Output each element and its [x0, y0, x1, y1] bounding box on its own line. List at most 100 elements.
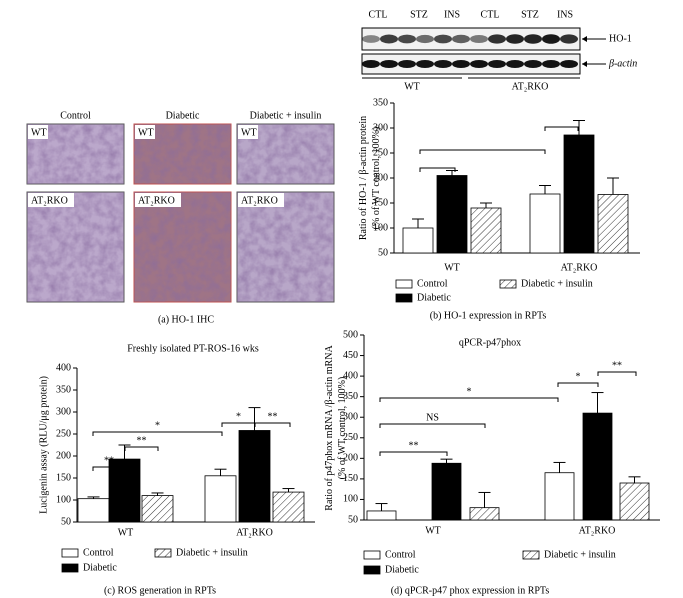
blot-band — [506, 34, 524, 44]
significance-bracket — [597, 371, 637, 376]
legend-swatch — [61, 563, 79, 573]
blot-band — [470, 35, 488, 43]
significance-label: NS — [426, 412, 439, 423]
blot-band — [398, 34, 416, 44]
bar — [544, 472, 575, 521]
y-axis-label: (% of WT control, 100%) — [371, 127, 382, 230]
y-tick-label: 250 — [56, 428, 71, 439]
significance-bracket — [254, 422, 291, 427]
y-axis-label: Lucigenin assay (RLU/μg protein) — [38, 376, 49, 514]
blot-band — [488, 34, 506, 44]
legend-swatch — [499, 279, 517, 289]
significance-label: ** — [268, 411, 278, 422]
row-label: WT — [31, 127, 47, 138]
x-tick-label: WT — [444, 262, 460, 273]
row-label-box — [135, 193, 181, 207]
ihc-texture — [237, 192, 334, 302]
bar — [436, 175, 468, 254]
row-label: AT₂RKO — [241, 195, 278, 206]
y-axis-label: Ratio of HO-1 / β-actin protein — [358, 116, 369, 240]
row-label-box — [238, 193, 284, 207]
y-tick-label: 300 — [343, 412, 358, 423]
chart-title: Freshly isolated PT-ROS-16 wks — [127, 343, 259, 354]
y-tick-label: 350 — [56, 384, 71, 395]
significance-bracket — [379, 451, 448, 456]
legend-swatch — [522, 550, 540, 560]
significance-bracket — [124, 446, 159, 451]
legend-label: Diabetic — [385, 564, 419, 575]
legend-label: Diabetic + insulin — [521, 278, 593, 289]
bar — [469, 507, 500, 521]
row-label: WT — [241, 127, 257, 138]
bar — [431, 462, 462, 521]
bar — [619, 482, 650, 521]
y-tick-label: 450 — [343, 350, 358, 361]
x-tick-label: AT₂RKO — [579, 525, 616, 536]
legend-swatch — [154, 548, 172, 558]
x-tick-label: WT — [118, 527, 134, 538]
blot-band — [542, 34, 560, 44]
bar — [77, 498, 110, 523]
legend-swatch — [395, 293, 413, 303]
y-tick-label: 400 — [56, 362, 71, 373]
significance-label: ** — [104, 455, 114, 466]
blot-band — [470, 60, 488, 68]
column-label: Control — [60, 110, 91, 121]
legend-swatch — [395, 279, 413, 289]
row-label: WT — [138, 127, 154, 138]
y-tick-label: 200 — [56, 450, 71, 461]
significance-label: ** — [409, 440, 419, 451]
group-label: AT₂RKO — [512, 81, 549, 92]
y-tick-label: 250 — [373, 147, 388, 158]
y-tick-label: 100 — [343, 494, 358, 505]
significance-label: * — [236, 411, 241, 422]
significance-bracket — [379, 423, 486, 428]
bar — [141, 495, 174, 523]
y-tick-label: 150 — [343, 473, 358, 484]
y-tick-label: 300 — [373, 122, 388, 133]
significance-bracket — [544, 126, 579, 131]
significance-label: * — [576, 371, 581, 382]
significance-bracket — [221, 422, 256, 427]
y-tick-label: 100 — [373, 222, 388, 233]
blot-band — [416, 60, 434, 68]
y-axis-label: (% of WT control, 100%) — [337, 377, 348, 480]
column-label: Diabetic — [166, 110, 200, 121]
x-tick-label: WT — [425, 525, 441, 536]
row-label-box — [28, 193, 74, 207]
lane-label: CTL — [481, 9, 500, 20]
blot-band — [452, 34, 470, 44]
legend-label: Control — [417, 278, 448, 289]
legend-label: Diabetic + insulin — [544, 549, 616, 560]
row-label-box — [28, 125, 48, 139]
blot-band — [362, 60, 380, 68]
blot-band — [362, 35, 380, 43]
x-tick-label: AT₂RKO — [561, 262, 598, 273]
significance-label: ** — [137, 435, 147, 446]
chart-title: qPCR-p47phox — [459, 337, 521, 348]
y-tick-label: 200 — [343, 453, 358, 464]
lane-label: STZ — [410, 9, 428, 20]
significance-bracket — [419, 149, 546, 154]
row-label-box — [135, 125, 155, 139]
legend-label: Diabetic + insulin — [176, 547, 248, 558]
bar — [563, 134, 595, 254]
caption: (b) HO-1 expression in RPTs — [430, 310, 547, 321]
bar — [470, 207, 502, 254]
significance-bracket — [379, 397, 559, 402]
y-tick-label: 500 — [343, 329, 358, 340]
band-label: β-actin — [608, 58, 637, 69]
lane-label: STZ — [521, 9, 539, 20]
blot-band — [506, 60, 524, 68]
y-tick-label: 400 — [343, 370, 358, 381]
lane-label: INS — [557, 9, 573, 20]
legend-label: Control — [83, 547, 114, 558]
significance-label: ** — [612, 360, 622, 371]
significance-bracket — [92, 466, 126, 471]
significance-bracket — [419, 167, 456, 172]
lane-label: CTL — [369, 9, 388, 20]
y-tick-label: 50 — [61, 516, 71, 527]
bar — [597, 194, 629, 254]
significance-label: * — [467, 386, 472, 397]
